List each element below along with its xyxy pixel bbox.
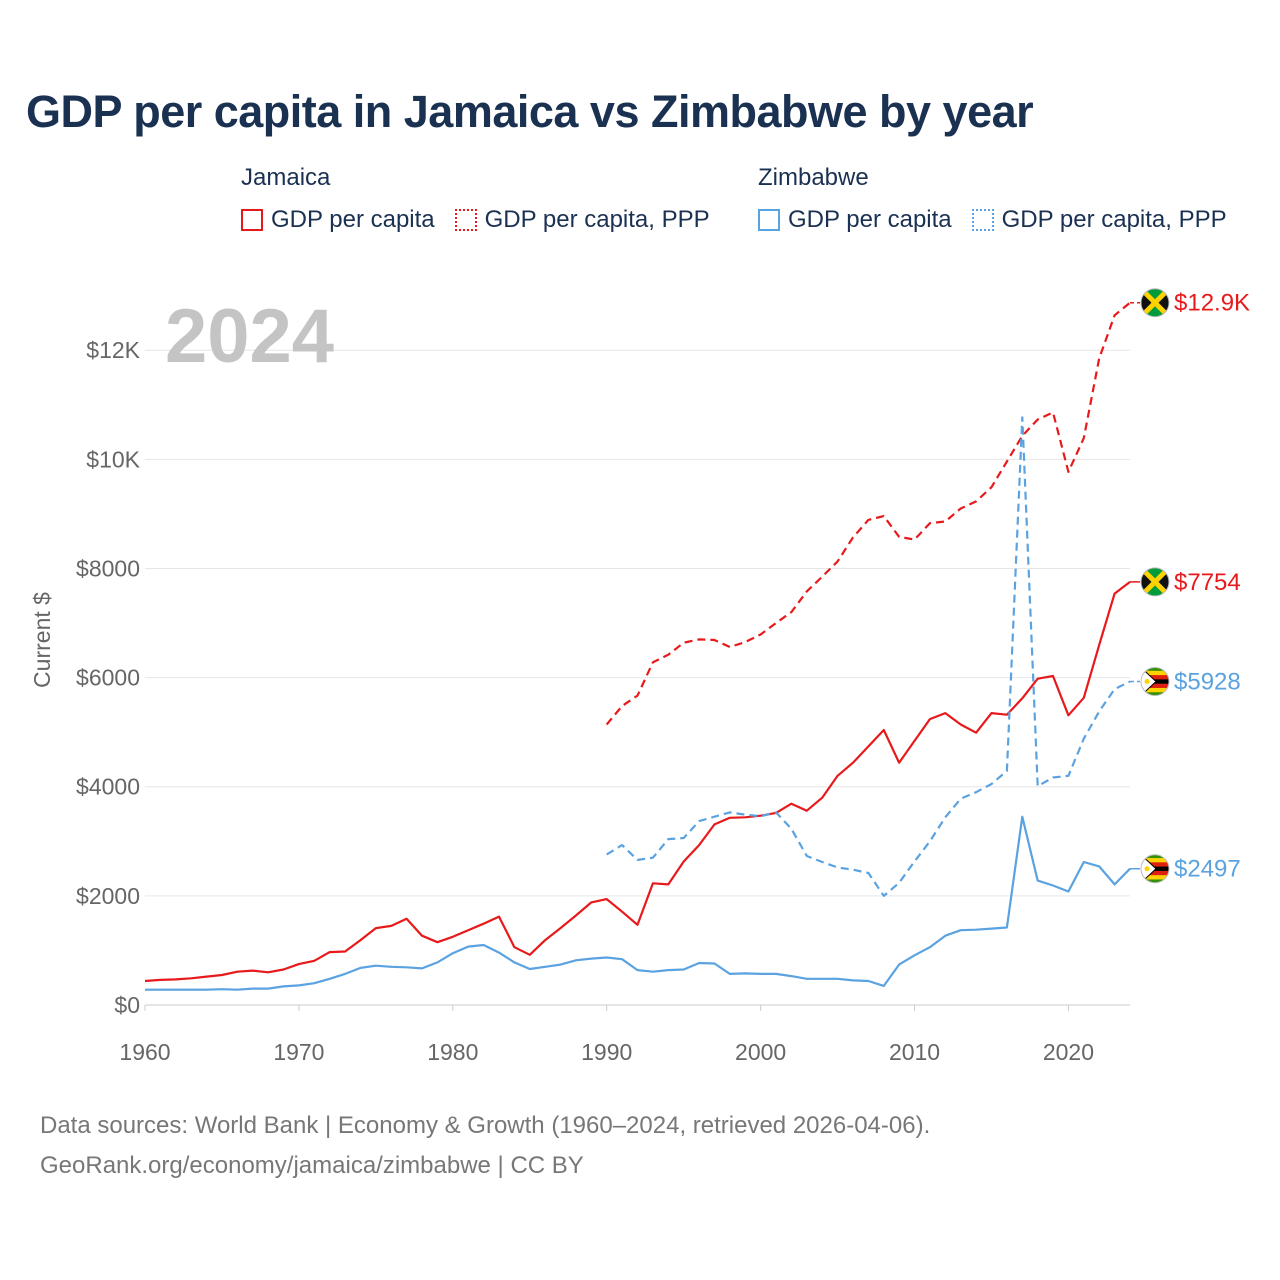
- series-line-1[interactable]: [605, 301, 1131, 726]
- legend-item-zimbabwe-gdp-ppp[interactable]: GDP per capita, PPP: [971, 206, 1227, 234]
- grid-lines: [145, 349, 1130, 1006]
- end-labels: $7754 $12.9K $2497 $5928: [1130, 288, 1250, 884]
- y-tick-label: $8000: [76, 555, 140, 581]
- y-tick-label: $10K: [86, 446, 140, 472]
- series-line-0[interactable]: [144, 581, 1131, 983]
- legend-label: GDP per capita, PPP: [484, 206, 710, 233]
- legend-item-zimbabwe-gdp[interactable]: GDP per capita: [758, 206, 952, 234]
- x-tick-label: 1960: [119, 1039, 170, 1065]
- zimbabwe-flag-icon: [1140, 667, 1170, 697]
- legend-swatch-solid: [758, 209, 780, 231]
- legend-label: GDP per capita, PPP: [1001, 206, 1227, 233]
- y-tick-label: $12K: [86, 337, 140, 363]
- end-value-label: $12.9K: [1174, 290, 1250, 317]
- axes: $0 $2000 $4000 $6000 $8000 $10K $12K 1960 1970 19…: [29, 337, 1094, 1065]
- series-line-3[interactable]: [606, 416, 1131, 898]
- y-tick-label: $2000: [76, 883, 140, 909]
- y-tick-label: $4000: [76, 774, 140, 800]
- legend-label: GDP per capita: [788, 206, 952, 233]
- y-axis-label: Current $: [29, 592, 55, 688]
- end-value-label: $5928: [1174, 669, 1241, 696]
- legend-country-zimbabwe: Zimbabwe: [758, 164, 869, 191]
- jamaica-flag-icon: [1140, 567, 1170, 597]
- legend-group-jamaica: Jamaica GDP per capita GDP per capita, P…: [241, 164, 730, 234]
- legend-swatch-dotted: [971, 209, 994, 231]
- x-tick-label: 1970: [273, 1039, 324, 1065]
- series-line-2[interactable]: [145, 815, 1131, 991]
- chart-title: GDP per capita in Jamaica vs Zimbabwe by…: [26, 86, 1034, 137]
- y-tick-label: $6000: [76, 665, 140, 691]
- series-lines: [144, 301, 1131, 991]
- end-value-label: $2497: [1174, 856, 1241, 883]
- end-value-label: $7754: [1174, 569, 1241, 596]
- x-tick-label: 1990: [581, 1039, 632, 1065]
- source-line-2: GeoRank.org/economy/jamaica/zimbabwe | C…: [40, 1152, 584, 1179]
- y-tick-label: $0: [114, 992, 140, 1018]
- x-tick-label: 2020: [1043, 1039, 1094, 1065]
- x-tick-label: 1980: [427, 1039, 478, 1065]
- zimbabwe-flag-icon: [1140, 854, 1170, 884]
- year-watermark: 2024: [165, 294, 334, 379]
- legend-item-jamaica-gdp-ppp[interactable]: GDP per capita, PPP: [454, 206, 710, 234]
- legend-label: GDP per capita: [271, 206, 435, 233]
- source-line-1: Data sources: World Bank | Economy & Gro…: [40, 1112, 931, 1139]
- legend-swatch-dotted: [454, 209, 477, 231]
- x-tick-label: 2000: [735, 1039, 786, 1065]
- legend-group-zimbabwe: Zimbabwe GDP per capita GDP per capita, …: [758, 164, 1247, 234]
- source-note: Data sources: World Bank | Economy & Gro…: [40, 1106, 930, 1186]
- x-tick-label: 2010: [889, 1039, 940, 1065]
- legend-item-jamaica-gdp[interactable]: GDP per capita: [241, 206, 435, 234]
- jamaica-flag-icon: [1140, 288, 1170, 318]
- legend-swatch-solid: [241, 209, 263, 231]
- legend-country-jamaica: Jamaica: [241, 164, 331, 191]
